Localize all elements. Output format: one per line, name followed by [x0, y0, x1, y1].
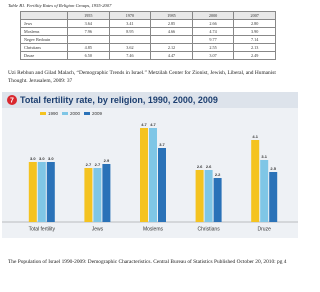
chart-number: 7 — [10, 97, 14, 104]
caption: The Population of Israel 1990-2009: Demo… — [8, 259, 287, 265]
bar — [195, 170, 204, 222]
table-cell: 4.85 — [67, 43, 110, 52]
bar — [260, 160, 269, 222]
table-cell: 7.96 — [67, 27, 110, 36]
legend-label: 1990 — [48, 111, 59, 116]
bar — [28, 162, 37, 222]
table-cell: 9.77 — [191, 35, 235, 44]
table-row: Negev Bedouin 9.77 7.14 — [20, 35, 276, 44]
header-cell: 1970 — [108, 11, 152, 20]
data-label: 3.0 — [30, 156, 36, 161]
table-cell: 3.41 — [108, 19, 152, 28]
data-label: 3.7 — [159, 142, 165, 147]
table-title: Table B1. Fertility Rates of Religion Gr… — [8, 3, 112, 8]
table-cell: 2.66 — [191, 19, 235, 28]
data-label: 2.6 — [197, 164, 203, 169]
bar — [158, 148, 166, 222]
bar — [93, 168, 102, 222]
data-label: 2.9 — [104, 158, 110, 163]
table-row: Christians 4.85 3.62 2.12 2.55 2.13 — [20, 43, 276, 52]
data-label: 3.0 — [48, 156, 54, 161]
row-label: Jews — [20, 19, 68, 28]
chart-header — [2, 92, 298, 108]
row-label: Druze — [20, 51, 68, 60]
table-cell: 4.74 — [191, 27, 235, 36]
table-cell: 7.14 — [233, 35, 276, 44]
table-row: Druze 6.50 7.46 4.47 3.07 2.49 — [20, 51, 276, 60]
table-cell: 7.46 — [108, 51, 152, 60]
header-cell — [20, 11, 68, 20]
legend-swatch — [84, 112, 90, 115]
table-cell: 2.55 — [191, 43, 235, 52]
bar — [213, 178, 222, 222]
legend-label: 2009 — [92, 111, 103, 116]
chart-number-badge — [7, 95, 17, 105]
data-label: 3.1 — [261, 154, 267, 159]
table-cell: 3.90 — [233, 27, 276, 36]
data-label: 4.7 — [150, 122, 156, 127]
bar — [46, 162, 55, 222]
header-cell: 1985 — [150, 11, 193, 20]
row-label: Negev Bedouin — [20, 35, 68, 44]
table-cell: 2.12 — [150, 43, 193, 52]
legend-swatch — [62, 112, 68, 115]
table-cell: 4.47 — [150, 51, 193, 60]
table-row: Jews 3.64 3.41 2.85 2.66 2.80 — [20, 19, 276, 28]
table-cell — [150, 35, 193, 44]
table-cell: 6.50 — [67, 51, 110, 60]
data-label: 4.7 — [141, 122, 147, 127]
data-label: 2.5 — [270, 166, 276, 171]
chart-title: Total fertility rate, by religion, 1990,… — [20, 95, 218, 105]
header-cell: 2000 — [191, 11, 235, 20]
bar — [204, 170, 213, 222]
row-label: Moslems — [20, 27, 68, 36]
legend-swatch — [40, 112, 46, 115]
x-tick-label: Druze — [258, 226, 272, 232]
data-label: 2.6 — [206, 164, 212, 169]
data-label: 2.7 — [86, 162, 92, 167]
header-cell: 2007 — [233, 11, 276, 20]
table-cell: 3.64 — [67, 19, 110, 28]
data-label: 3.0 — [39, 156, 45, 161]
table-cell: 2.13 — [233, 43, 276, 52]
table-cell: 2.85 — [150, 19, 193, 28]
table-row: Moslems 7.96 8.95 4.66 4.74 3.90 — [20, 27, 276, 36]
bar — [251, 140, 260, 222]
row-label: Christians — [20, 43, 68, 52]
table-header-row: 1955 1970 1985 2000 2007 — [20, 11, 276, 20]
data-label: 2.2 — [215, 172, 221, 177]
table-cell: 8.95 — [108, 27, 152, 36]
bar — [149, 128, 157, 222]
bar — [37, 162, 46, 222]
bar — [140, 128, 148, 222]
header-cell: 1955 — [67, 11, 110, 20]
bar — [269, 172, 278, 222]
table-cell: 3.07 — [191, 51, 235, 60]
table-cell — [108, 35, 152, 44]
table-cell: 2.80 — [233, 19, 276, 28]
bar — [84, 168, 93, 222]
citation: Uzi Rebhun and Gilad Malach, “Demographi… — [8, 70, 276, 84]
table-cell: 4.66 — [150, 27, 193, 36]
x-tick-label: Jews — [92, 226, 104, 232]
x-tick-label: Total fertility — [29, 226, 56, 232]
chart: 7 Total fertility rate, by religion, 199… — [2, 92, 298, 238]
data-label: 4.1 — [252, 134, 258, 139]
table-cell: 2.49 — [233, 51, 276, 60]
x-tick-label: Moslems — [143, 226, 164, 232]
table-cell: 3.62 — [108, 43, 152, 52]
page: {"table": {"title": "Table B1. Fertility… — [2, 3, 298, 265]
table: 1955 1970 1985 2000 2007 Jews 3.64 3.41 2.85 2.66… — [20, 11, 276, 60]
table-cell — [67, 35, 110, 44]
x-tick-label: Christians — [197, 226, 220, 232]
bar — [102, 164, 111, 222]
data-label: 2.7 — [95, 162, 101, 167]
legend-label: 2000 — [70, 111, 81, 116]
